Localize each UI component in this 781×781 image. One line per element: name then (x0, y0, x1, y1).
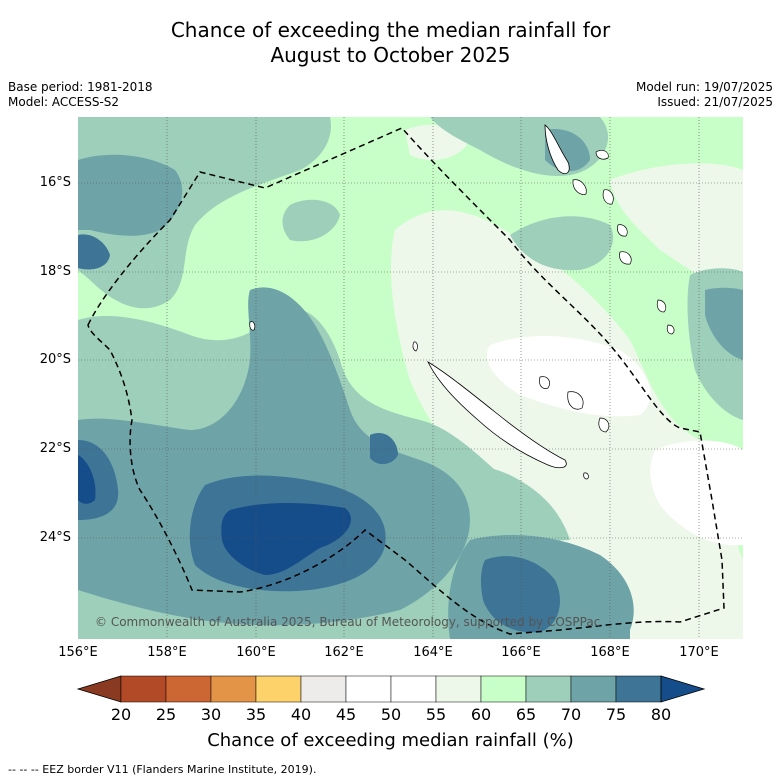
colorbar-tick-55: 55 (425, 705, 447, 724)
lat-label-16s: 16°S (39, 175, 71, 190)
zone-70-75-nw (78, 154, 183, 236)
loyalty-island-1 (539, 376, 550, 389)
model-name: Model: ACCESS-S2 (8, 95, 120, 109)
zone-80-plus-w (78, 455, 96, 504)
colorbar-bin-35-40 (255, 675, 302, 703)
lat-label-20s: 20°S (39, 352, 71, 367)
zone-65-70-b (282, 199, 340, 242)
vanuatu-malakula (572, 179, 587, 195)
lon-label-164e: 164°E (413, 645, 453, 660)
colorbar-bin-75-80 (615, 675, 662, 703)
rainfall-map (78, 117, 743, 639)
vanuatu-tanna (656, 299, 667, 313)
vanuatu-ambrym (602, 189, 614, 205)
colorbar (76, 675, 706, 703)
colorbar-bin-30-35 (210, 675, 257, 703)
base-period: Base period: 1981-2018 (8, 80, 153, 94)
graticule (78, 117, 743, 639)
lon-label-166e: 166°E (501, 645, 541, 660)
colorbar-bin-55-60 (435, 675, 482, 703)
zone-75-80-d (370, 432, 398, 465)
zone-45-55 (486, 335, 651, 417)
zone-55-60 (390, 210, 743, 639)
lon-label-170e: 170°E (679, 645, 719, 660)
colorbar-tick-50: 50 (380, 705, 402, 724)
lat-label-22s: 22°S (39, 441, 71, 456)
zone-80-plus (221, 503, 351, 575)
lon-label-168e: 168°E (590, 645, 630, 660)
colorbar-tick-65: 65 (515, 705, 537, 724)
eez-border (87, 127, 725, 635)
meta-right: Model run: 19/07/2025 Issued: 21/07/2025 (636, 80, 773, 110)
colorbar-title: Chance of exceeding median rainfall (%) (207, 730, 574, 751)
colorbar-tick-25: 25 (155, 705, 177, 724)
vanuatu-efate (617, 224, 628, 237)
zone-75-80-w (78, 234, 110, 270)
colorbar-bin-65-70 (525, 675, 572, 703)
colorbar-arrow-low (76, 675, 122, 703)
vanuatu-espiritu-santo (544, 124, 570, 175)
vanuatu-aneityum (666, 324, 675, 335)
colorbar-bin-45-50 (345, 675, 392, 703)
zone-70-75-e (705, 287, 743, 360)
meta-left: Base period: 1981-2018 Model: ACCESS-S2 (8, 80, 153, 110)
lat-label-18s: 18°S (39, 264, 71, 279)
colorbar-tick-20: 20 (110, 705, 132, 724)
loyalty-island-3 (598, 417, 610, 433)
colorbar-tick-45: 45 (335, 705, 357, 724)
loyalty-island-2 (567, 391, 584, 410)
colorbar-tick-75: 75 (605, 705, 627, 724)
colorbar-bin-25-30 (165, 675, 212, 703)
model-run: Model run: 19/07/2025 (635, 80, 773, 94)
zone-75-80-s (480, 556, 560, 633)
lat-label-24s: 24°S (39, 530, 71, 545)
lon-label-158e: 158°E (147, 645, 187, 660)
colorbar-arrow-high (660, 675, 706, 703)
zone-45-55-e (650, 440, 743, 546)
lon-label-160e: 160°E (236, 645, 276, 660)
colorbar-tick-30: 30 (200, 705, 222, 724)
issued-date: Issued: 21/07/2025 (657, 95, 773, 109)
colorbar-tick-40: 40 (290, 705, 312, 724)
lon-label-156e: 156°E (58, 645, 98, 660)
colorbar-bin-20-25 (120, 675, 167, 703)
zone-55-60-ne (610, 163, 743, 300)
eez-footnote: -- -- -- EEZ border V11 (Flanders Marine… (8, 763, 317, 776)
new-caledonia-island (427, 360, 567, 469)
title-line-2: August to October 2025 (270, 43, 511, 67)
map-title: Chance of exceeding the median rainfall … (0, 18, 781, 68)
isle-of-pines (583, 472, 589, 480)
colorbar-bin-70-75 (570, 675, 617, 703)
colorbar-bin-50-55 (390, 675, 437, 703)
chesterfield-island (249, 321, 256, 331)
colorbar-tick-80: 80 (650, 705, 672, 724)
copyright-notice: © Commonwealth of Australia 2025, Bureau… (95, 615, 601, 629)
colorbar-tick-70: 70 (560, 705, 582, 724)
colorbar-tick-35: 35 (245, 705, 267, 724)
reef-island (412, 341, 418, 352)
lon-label-162e: 162°E (324, 645, 364, 660)
vanuatu-maewo (595, 150, 609, 160)
zone-65-70-c (510, 216, 614, 271)
vanuatu-erromango (619, 251, 632, 265)
colorbar-bin-40-45 (300, 675, 347, 703)
colorbar-tick-60: 60 (470, 705, 492, 724)
colorbar-bin-60-65 (480, 675, 527, 703)
title-line-1: Chance of exceeding the median rainfall … (170, 18, 611, 42)
